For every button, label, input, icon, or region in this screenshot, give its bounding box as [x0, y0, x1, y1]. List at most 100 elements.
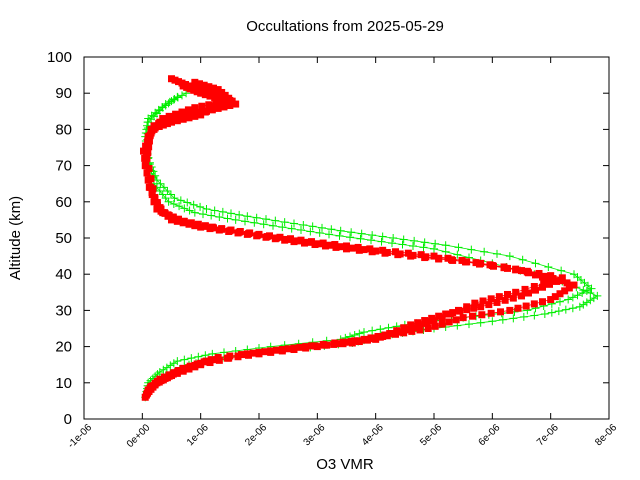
data-point: [173, 368, 181, 376]
data-point: [194, 220, 202, 228]
data-point: [498, 315, 507, 324]
y-tick-label: 30: [55, 302, 72, 319]
data-point: [561, 305, 570, 314]
data-point: [223, 214, 232, 223]
data-point: [485, 301, 493, 309]
data-point: [290, 219, 298, 228]
data-point: [215, 95, 223, 103]
data-point: [173, 111, 181, 119]
data-point: [201, 108, 209, 116]
data-point: [280, 218, 289, 227]
data-point: [532, 286, 539, 294]
y-axis-title: Altitude (km): [7, 196, 24, 280]
data-point: [169, 370, 177, 378]
data-point: [521, 285, 529, 293]
data-point: [452, 316, 460, 324]
data-point: [354, 243, 362, 251]
data-point: [336, 226, 345, 235]
data-point: [409, 241, 417, 250]
data-point: [319, 239, 327, 247]
data-point: [431, 322, 439, 330]
data-point: [579, 300, 588, 309]
data-point: [198, 102, 206, 110]
series-line: [144, 92, 593, 398]
data-point: [357, 229, 366, 238]
y-tick-label: 50: [55, 230, 72, 247]
data-point: [408, 327, 416, 335]
data-point: [544, 262, 553, 271]
data-point: [402, 326, 410, 334]
data-point: [166, 190, 175, 199]
data-point: [145, 164, 153, 172]
data-point: [556, 290, 564, 298]
data-point: [179, 110, 187, 118]
data-point: [557, 266, 566, 275]
data-point: [343, 242, 350, 250]
data-point: [143, 154, 151, 162]
data-point: [205, 83, 213, 91]
data-point: [299, 220, 308, 229]
data-point: [144, 149, 152, 157]
data-point: [197, 111, 205, 119]
data-point: [563, 279, 571, 287]
data-point: [169, 113, 177, 121]
data-point: [551, 293, 559, 301]
data-point: [487, 309, 495, 317]
data-point: [157, 207, 165, 215]
series-1: [140, 75, 578, 401]
data-point: [220, 103, 228, 111]
data-point: [287, 235, 294, 243]
data-point: [530, 283, 538, 291]
data-point: [178, 91, 186, 100]
data-point: [514, 304, 522, 312]
data-point: [159, 121, 167, 129]
data-point: [506, 306, 514, 314]
data-point: [331, 241, 339, 249]
data-point: [190, 208, 199, 217]
data-point: [269, 221, 277, 230]
data-point: [163, 186, 172, 195]
data-point: [318, 223, 326, 232]
data-point: [586, 289, 595, 298]
data-point: [179, 115, 187, 123]
series-line: [146, 85, 563, 394]
data-point: [568, 293, 577, 302]
data-point: [535, 269, 543, 277]
data-point: [389, 234, 398, 242]
plot-area-frame: [83, 56, 610, 420]
data-point: [478, 311, 486, 319]
data-point: [531, 259, 540, 268]
y-tick-label: 100: [47, 49, 72, 66]
data-point: [493, 298, 501, 306]
data-point: [388, 239, 396, 248]
data-point: [547, 308, 556, 317]
data-point: [161, 374, 169, 382]
data-point: [573, 291, 582, 300]
data-point: [169, 359, 178, 368]
data-point: [168, 118, 175, 126]
data-point: [467, 245, 476, 254]
data-point: [505, 252, 514, 261]
data-point: [249, 349, 257, 357]
data-point: [416, 322, 424, 330]
data-point: [374, 332, 382, 340]
data-point: [476, 318, 485, 327]
data-point: [396, 250, 404, 258]
y-tick-label: 20: [55, 339, 72, 356]
data-point: [549, 277, 557, 285]
data-point: [444, 254, 452, 262]
data-point: [486, 261, 494, 269]
data-point: [377, 237, 386, 246]
data-point: [570, 281, 578, 289]
data-point: [372, 247, 380, 255]
data-point: [360, 328, 368, 337]
data-point: [430, 317, 438, 325]
data-point: [398, 240, 407, 249]
data-point: [327, 225, 336, 234]
data-point: [246, 229, 254, 237]
data-point: [348, 244, 356, 252]
data-point: [308, 238, 315, 246]
data-point: [366, 245, 374, 253]
data-point: [206, 105, 214, 113]
data-point: [191, 361, 199, 369]
